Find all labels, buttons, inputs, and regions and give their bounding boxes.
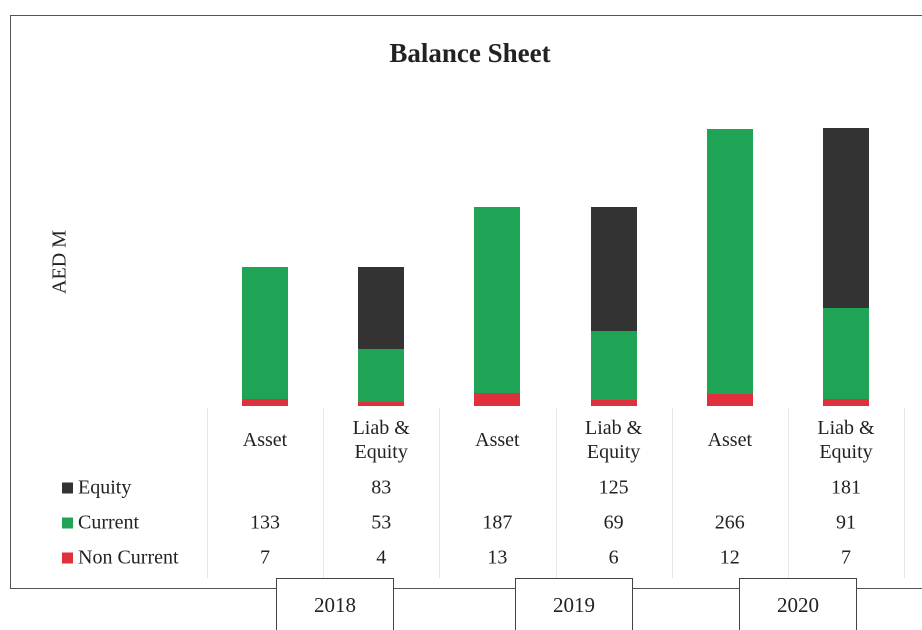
bar-segment xyxy=(358,349,405,402)
table-grid-line xyxy=(904,408,906,578)
bar-segment xyxy=(590,331,637,401)
table-value: 53 xyxy=(371,511,392,534)
bar-segment xyxy=(242,266,288,400)
bar-segment xyxy=(474,393,521,406)
table-value: 7 xyxy=(260,546,270,569)
legend-label: Current xyxy=(78,511,140,534)
legend-swatch xyxy=(62,552,73,564)
table-grid-line xyxy=(323,408,325,578)
legend-label: Non Current xyxy=(78,546,179,569)
bar-segment xyxy=(823,128,869,309)
legend-swatch xyxy=(62,482,73,494)
table-value: 7 xyxy=(841,546,851,569)
y-axis-label: AED M xyxy=(48,230,71,294)
bar-segment xyxy=(823,308,869,400)
bar-segment xyxy=(590,400,637,406)
category-label: Liab & Equity xyxy=(584,417,643,463)
bar-segment xyxy=(242,399,288,406)
bar-segment xyxy=(706,128,753,395)
table-value: 91 xyxy=(836,511,856,534)
table-value: 181 xyxy=(831,476,861,499)
bar-segment xyxy=(823,399,869,406)
table-value: 133 xyxy=(250,511,280,534)
bar-segment xyxy=(590,206,637,332)
year-label: 2019 xyxy=(515,578,633,630)
category-label: Asset xyxy=(475,429,520,451)
bar-segment xyxy=(706,394,753,406)
category-label: Liab & Equity xyxy=(352,417,410,463)
table-grid-line xyxy=(787,408,789,578)
table-value: 125 xyxy=(598,476,629,499)
table-value: 266 xyxy=(714,511,745,534)
legend-entry: Non Current xyxy=(62,547,179,570)
bar-segment xyxy=(358,266,405,350)
table-value: 83 xyxy=(371,476,392,499)
table-value: 12 xyxy=(719,546,740,569)
table-grid-line xyxy=(671,408,673,578)
table-grid-line xyxy=(439,408,441,578)
chart-title: Balance Sheet xyxy=(389,38,551,68)
year-label: 2020 xyxy=(739,578,857,630)
year-label: 2018 xyxy=(276,578,394,630)
bar-segment xyxy=(474,206,521,394)
table-value: 13 xyxy=(487,546,508,569)
table-value: 187 xyxy=(482,511,513,534)
chart-frame xyxy=(10,15,922,589)
table-value: 69 xyxy=(603,511,624,534)
legend-swatch xyxy=(62,517,73,529)
bar-segment xyxy=(358,402,405,406)
category-label: Asset xyxy=(707,429,753,451)
table-value: 6 xyxy=(608,546,619,569)
table-value: 4 xyxy=(376,546,387,569)
legend-entry: Equity xyxy=(62,477,131,500)
table-grid-line xyxy=(206,408,208,578)
legend-entry: Current xyxy=(62,512,139,535)
category-label: Asset xyxy=(242,429,288,451)
table-grid-line xyxy=(555,408,557,578)
legend-label: Equity xyxy=(78,476,132,499)
category-label: Liab & Equity xyxy=(817,417,875,463)
